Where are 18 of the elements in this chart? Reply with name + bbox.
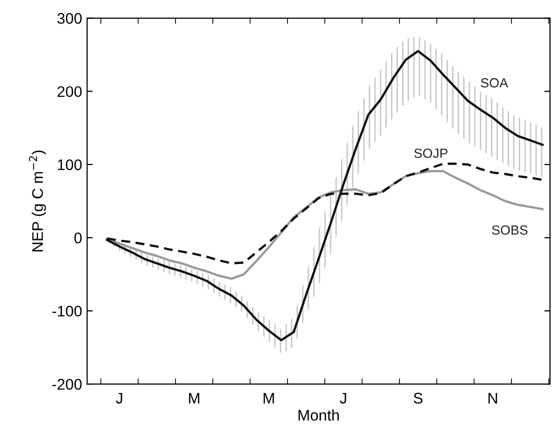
y-tick-label: 100: [58, 159, 82, 170]
x-tick-label: J: [116, 392, 122, 404]
x-tick-label: S: [414, 392, 423, 404]
y-tick-label: 200: [58, 86, 82, 98]
x-tick-label: M: [189, 392, 200, 404]
y-tick-label: 300: [57, 13, 82, 24]
line-series: [106, 170, 544, 280]
series-label: SOJP: [414, 148, 448, 158]
y-tick-label: -100: [52, 306, 82, 317]
y-tick-label: 0: [74, 232, 82, 244]
series-label: SOBS: [492, 225, 528, 235]
x-tick-label: J: [340, 392, 346, 404]
x-tick-label: M: [264, 392, 274, 404]
x-tick-label: N: [488, 392, 498, 404]
y-tick-label: -200: [52, 378, 82, 390]
series-label: SOA: [480, 78, 508, 88]
x-axis-title: Month: [298, 409, 339, 421]
y-axis-title: NEP (g C m$^{−2}$): [29, 150, 46, 252]
